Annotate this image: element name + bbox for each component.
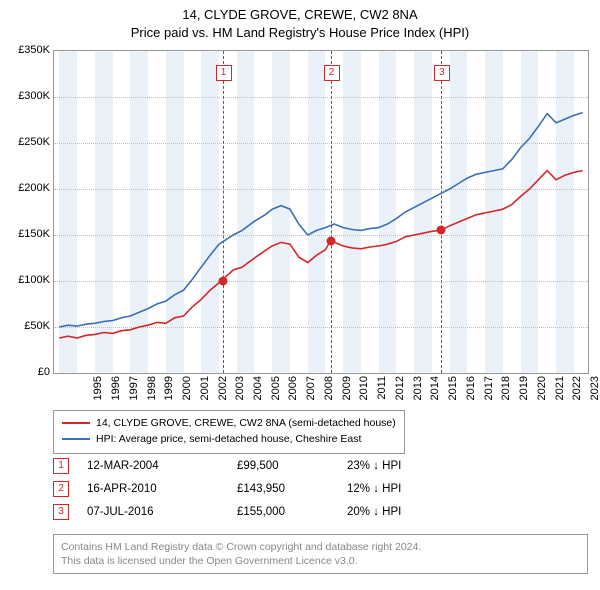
transaction-price: £143,950 <box>237 478 347 501</box>
page: 14, CLYDE GROVE, CREWE, CW2 8NA Price pa… <box>0 0 600 590</box>
transaction-diff: 20% ↓ HPI <box>347 501 401 524</box>
transaction-marker-box: 3 <box>434 65 450 81</box>
y-tick-label: £350K <box>2 44 50 56</box>
legend-item-price: 14, CLYDE GROVE, CREWE, CW2 8NA (semi-de… <box>62 416 396 432</box>
y-tick-label: £150K <box>2 228 50 240</box>
x-tick-label: 2014 <box>429 376 441 416</box>
legend-label-price: 14, CLYDE GROVE, CREWE, CW2 8NA (semi-de… <box>96 417 396 429</box>
x-tick-label: 2020 <box>536 376 548 416</box>
x-tick-label: 2019 <box>518 376 530 416</box>
title-line1: 14, CLYDE GROVE, CREWE, CW2 8NA <box>0 6 600 24</box>
chart-plot-area: 1 2 3 <box>53 50 589 374</box>
y-tick-label: £50K <box>2 320 50 332</box>
transaction-row: 1 12-MAR-2004£99,50023% ↓ HPI <box>53 455 401 478</box>
y-tick-label: £300K <box>2 90 50 102</box>
x-tick-label: 2021 <box>554 376 566 416</box>
footer-line2: This data is licensed under the Open Gov… <box>61 554 580 568</box>
transaction-diff: 12% ↓ HPI <box>347 478 401 501</box>
transaction-date: 12-MAR-2004 <box>87 455 237 478</box>
legend-swatch-hpi <box>62 438 90 440</box>
y-tick-label: £100K <box>2 274 50 286</box>
x-tick-label: 2016 <box>465 376 477 416</box>
transaction-marker-box: 1 <box>216 65 232 81</box>
x-tick-label: 2017 <box>483 376 495 416</box>
transaction-point <box>436 226 445 235</box>
title-line2: Price paid vs. HM Land Registry's House … <box>0 24 600 42</box>
x-tick-label: 2023 <box>589 376 600 416</box>
legend-label-hpi: HPI: Average price, semi-detached house,… <box>96 433 361 445</box>
transaction-marker-box: 2 <box>324 65 340 81</box>
x-tick-label: 2022 <box>571 376 583 416</box>
transaction-diff: 23% ↓ HPI <box>347 455 401 478</box>
legend-swatch-price <box>62 422 90 424</box>
transaction-row: 3 07-JUL-2016£155,00020% ↓ HPI <box>53 501 401 524</box>
transaction-date: 16-APR-2010 <box>87 478 237 501</box>
x-tick-label: 2013 <box>412 376 424 416</box>
footer-box: Contains HM Land Registry data © Crown c… <box>53 534 588 574</box>
transaction-point <box>218 277 227 286</box>
transaction-num-box: 2 <box>53 481 69 497</box>
y-tick-label: £0 <box>2 366 50 378</box>
transaction-price: £155,000 <box>237 501 347 524</box>
x-tick-label: 2015 <box>447 376 459 416</box>
transaction-row: 2 16-APR-2010£143,95012% ↓ HPI <box>53 478 401 501</box>
transaction-price: £99,500 <box>237 455 347 478</box>
x-tick-label: 2018 <box>500 376 512 416</box>
series-hpi <box>59 113 582 327</box>
transaction-num-box: 3 <box>53 504 69 520</box>
transaction-point <box>326 236 335 245</box>
chart-title: 14, CLYDE GROVE, CREWE, CW2 8NA Price pa… <box>0 0 600 42</box>
legend-item-hpi: HPI: Average price, semi-detached house,… <box>62 432 396 448</box>
y-tick-label: £200K <box>2 182 50 194</box>
transaction-num-box: 1 <box>53 458 69 474</box>
chart-lines <box>54 51 588 373</box>
y-tick-label: £250K <box>2 136 50 148</box>
transaction-date: 07-JUL-2016 <box>87 501 237 524</box>
legend-box: 14, CLYDE GROVE, CREWE, CW2 8NA (semi-de… <box>53 410 405 454</box>
transactions-table: 1 12-MAR-2004£99,50023% ↓ HPI 2 16-APR-2010… <box>53 455 401 524</box>
footer-line1: Contains HM Land Registry data © Crown c… <box>61 540 580 554</box>
